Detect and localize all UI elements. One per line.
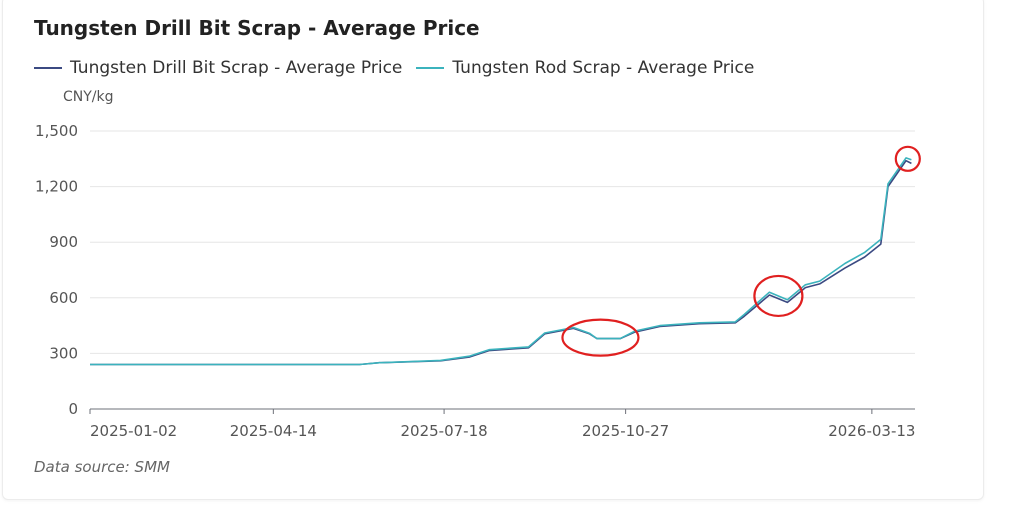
series-line-rod — [90, 157, 912, 366]
legend-label: Tungsten Drill Bit Scrap - Average Price — [70, 58, 403, 78]
x-tick-label: 2025-10-27 — [582, 422, 669, 440]
y-tick-label: 600 — [49, 289, 78, 307]
y-tick-label: 0 — [68, 400, 78, 418]
y-axis-unit: CNY/kg — [63, 89, 114, 105]
data-source: Data source: SMM — [34, 458, 170, 476]
y-tick-label: 1,200 — [35, 178, 78, 196]
x-tick-label: 2026-03-13 — [828, 422, 915, 440]
y-tick-label: 300 — [49, 344, 78, 362]
legend-item-drill-bit[interactable]: Tungsten Drill Bit Scrap - Average Price — [34, 58, 402, 78]
highlight-circle — [894, 145, 921, 172]
highlight-circle — [753, 274, 804, 318]
y-tick-label: 1,500 — [35, 122, 78, 140]
x-tick-label: 2025-04-14 — [230, 422, 317, 440]
chart-card: Tungsten Drill Bit Scrap - Average Price… — [2, 0, 984, 500]
chart-title: Tungsten Drill Bit Scrap - Average Price — [34, 16, 480, 40]
legend: Tungsten Drill Bit Scrap - Average Price… — [34, 58, 754, 78]
highlight-circle — [561, 318, 640, 357]
series-line-drill-bit — [90, 159, 912, 366]
x-tick-label: 2025-07-18 — [400, 422, 487, 440]
legend-item-rod[interactable]: Tungsten Rod Scrap - Average Price — [416, 58, 754, 78]
legend-swatch-drill-bit — [34, 67, 62, 69]
x-tick-label: 2025-01-02 — [90, 422, 177, 440]
legend-swatch-rod — [416, 67, 445, 69]
legend-label: Tungsten Rod Scrap - Average Price — [452, 58, 755, 78]
y-tick-label: 900 — [49, 233, 78, 251]
